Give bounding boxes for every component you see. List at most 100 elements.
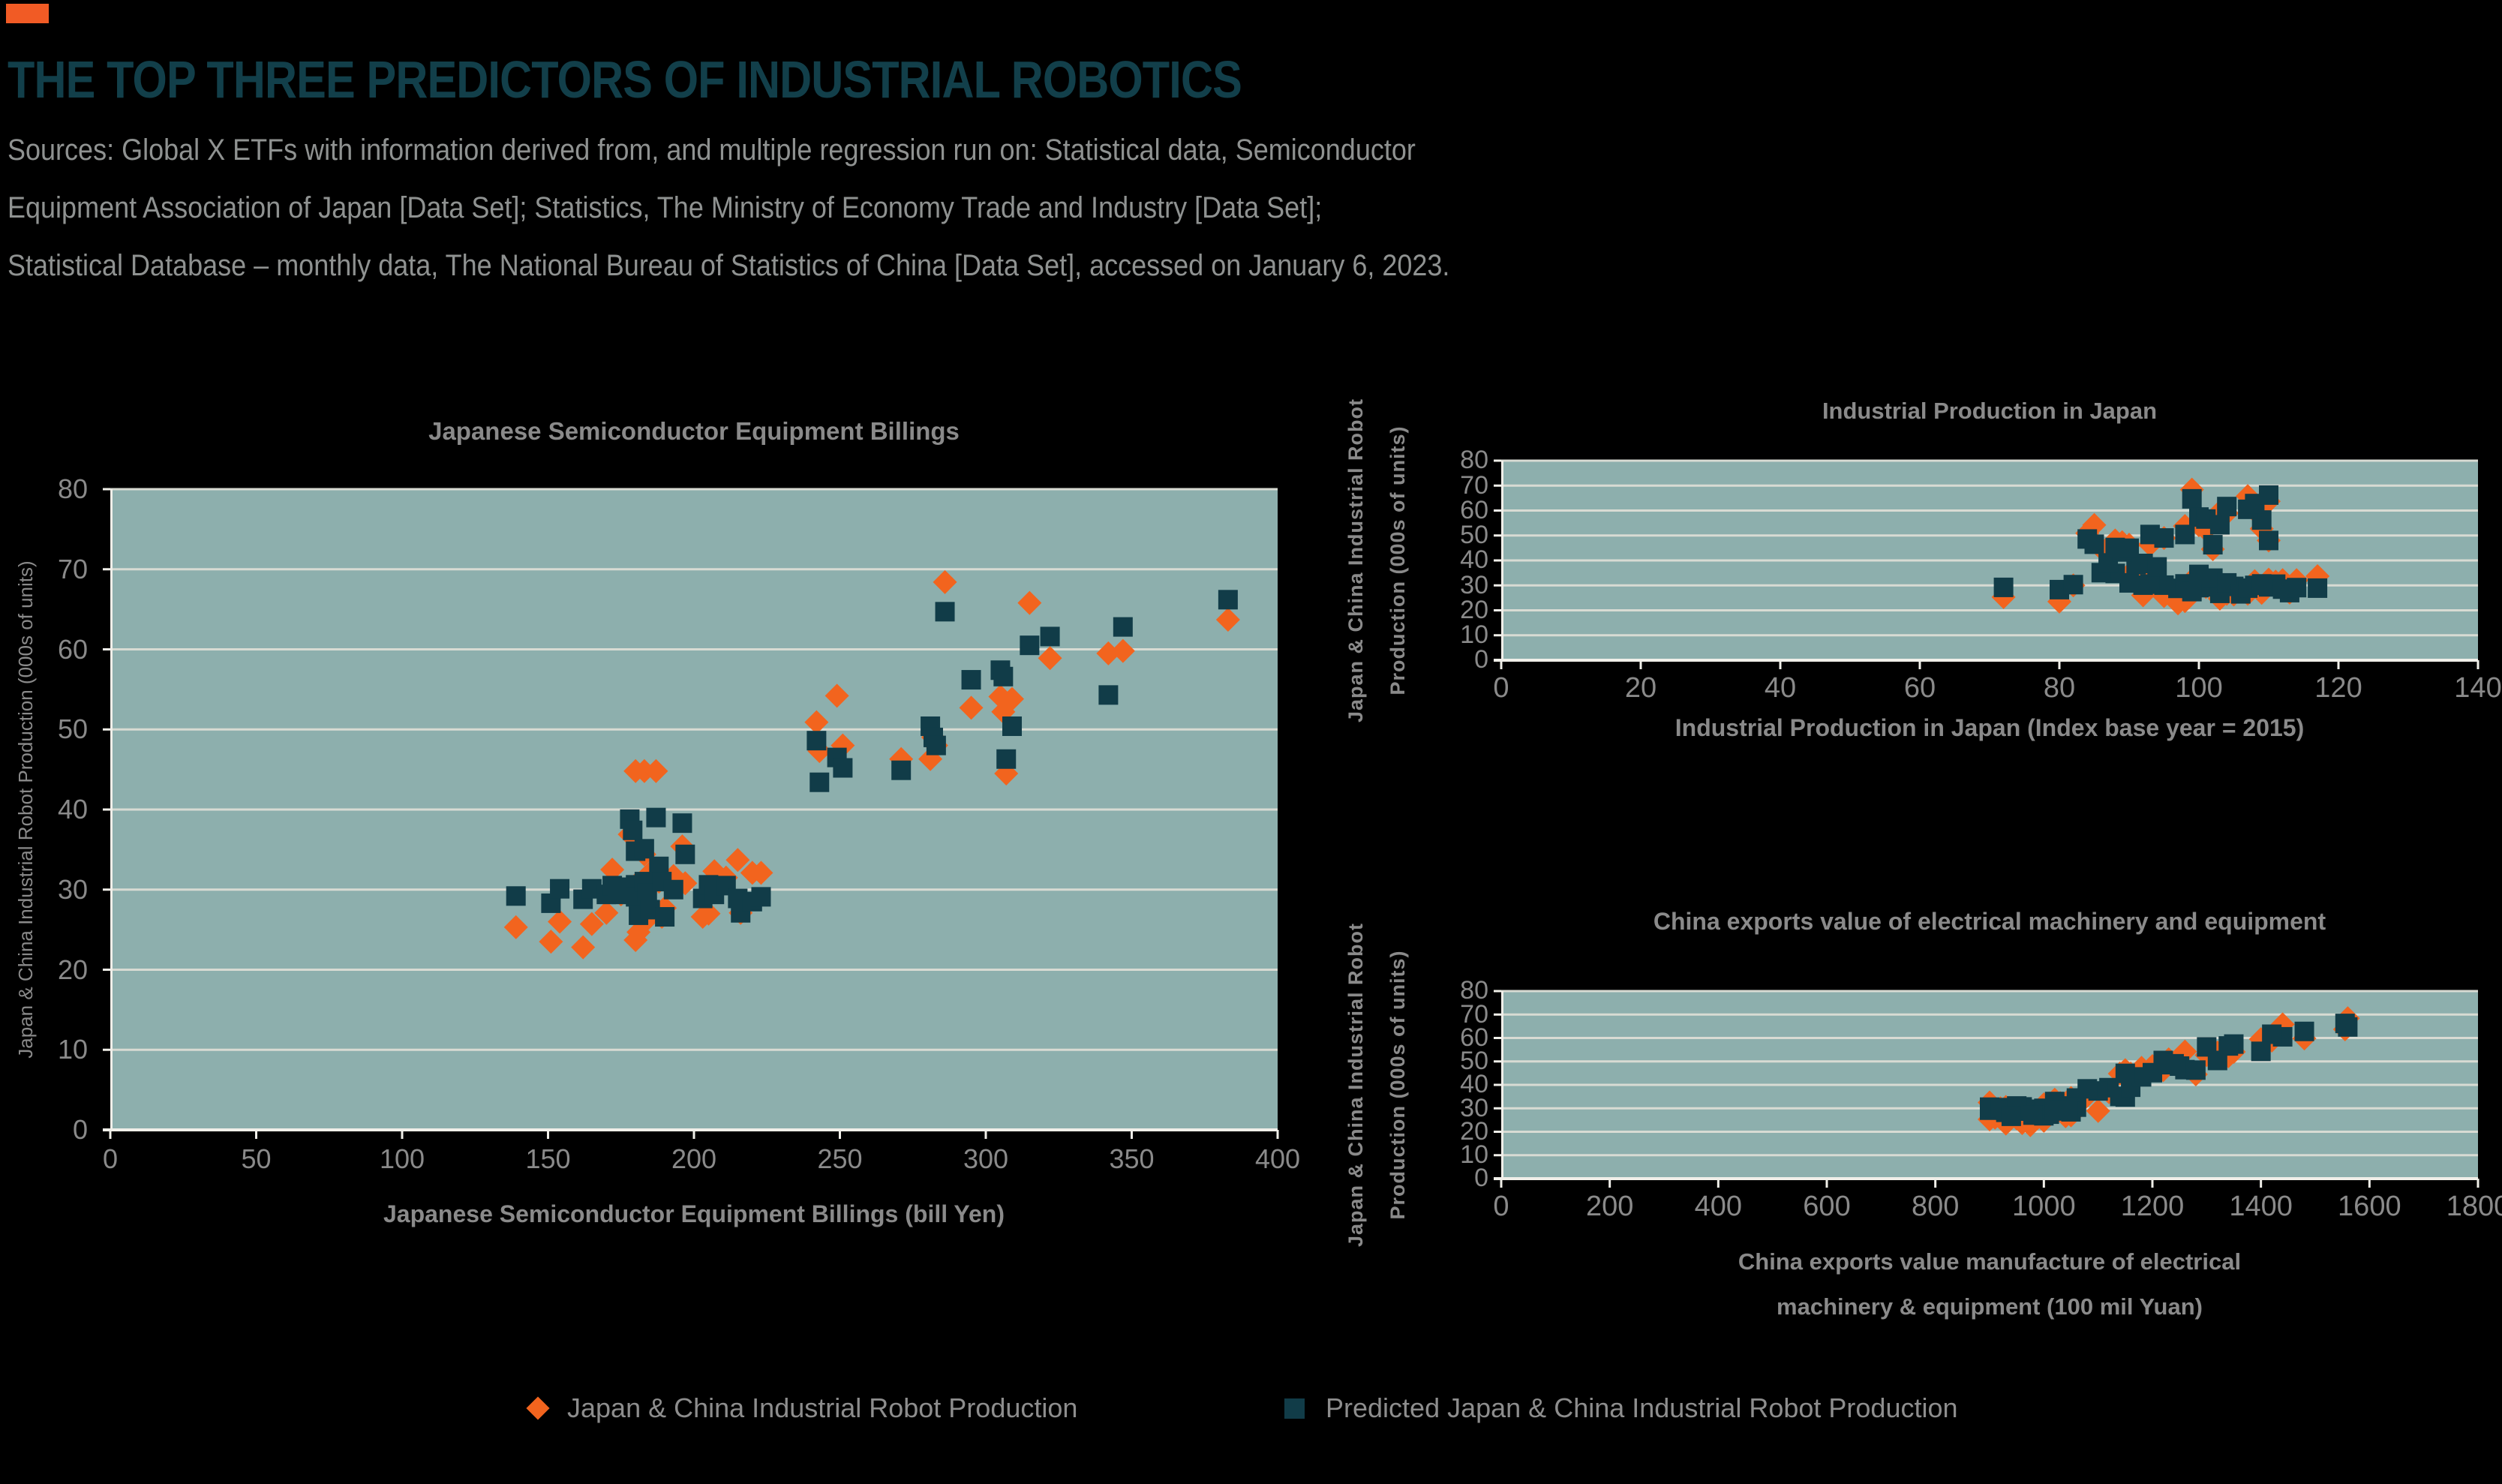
data-point-predicted: [2217, 497, 2237, 517]
data-point-predicted: [2084, 534, 2104, 554]
data-point-actual: [594, 900, 619, 925]
data-point-predicted: [2147, 557, 2167, 577]
x-tick-label: 1600: [2338, 1191, 2401, 1222]
data-point-predicted: [1002, 716, 1023, 736]
chart-billings-title: Japanese Semiconductor Equipment Billing…: [428, 417, 960, 445]
plot-billings-svg: [103, 488, 1279, 1139]
y-tick-label: 20: [57, 954, 88, 985]
data-point-actual: [503, 915, 528, 939]
y-tick-label: 0: [72, 1114, 88, 1146]
data-point-actual: [933, 569, 957, 594]
y-tick-label: 70: [1460, 470, 1488, 500]
y-tick-label: 0: [1474, 1164, 1488, 1193]
data-point-actual: [548, 909, 572, 934]
x-tick-label: 0: [102, 1143, 119, 1174]
data-point-predicted: [634, 839, 654, 859]
data-point-predicted: [2170, 1056, 2190, 1076]
data-point-actual: [1000, 686, 1025, 711]
data-point-predicted: [2023, 1105, 2043, 1125]
data-point-predicted: [1020, 635, 1040, 656]
y-tick-label: 80: [1460, 446, 1488, 475]
chart-china-exports-title: China exports value of electrical machin…: [1653, 908, 2326, 935]
data-point-predicted: [2182, 581, 2202, 602]
data-point-predicted: [2185, 1060, 2206, 1080]
data-point-predicted: [1993, 577, 2014, 597]
data-point-predicted: [2209, 515, 2230, 535]
x-tick-label: 20: [1624, 672, 1657, 704]
data-point-actual: [1038, 646, 1062, 671]
data-point-predicted: [2259, 485, 2278, 505]
data-point-predicted: [2154, 528, 2174, 548]
data-point-actual: [539, 930, 563, 954]
y-tick-label: 30: [1460, 570, 1488, 599]
data-point-predicted: [2203, 535, 2223, 555]
data-point-actual: [725, 848, 750, 873]
data-point-predicted: [961, 670, 981, 690]
legend-item-actual: Japan & China Industrial Robot Productio…: [526, 1392, 1077, 1425]
y-tick-label: 60: [57, 633, 88, 665]
x-tick-label: 100: [379, 1143, 425, 1174]
x-tick-label: 1800: [2446, 1191, 2502, 1222]
y-tick-label: 20: [1460, 1116, 1488, 1146]
x-tick-label: 100: [2175, 672, 2223, 704]
x-tick-label: 40: [1764, 672, 1797, 704]
sources-line-2: Equipment Association of Japan [Data Set…: [8, 191, 1323, 224]
data-point-predicted: [646, 807, 666, 828]
y-tick-label: 60: [1460, 1023, 1488, 1052]
data-point-actual: [959, 695, 984, 720]
data-point-predicted: [2063, 575, 2083, 595]
data-point-predicted: [2287, 578, 2307, 598]
data-point-predicted: [1113, 617, 1133, 637]
y-tick-label: 80: [1460, 976, 1488, 1005]
data-point-actual: [988, 684, 1013, 709]
data-point-predicted: [833, 758, 853, 778]
x-tick-label: 400: [1254, 1143, 1301, 1174]
sources-line-1: Sources: Global X ETFs with information …: [8, 134, 1416, 167]
chart-china-exports-x-axis-label: China exports value manufacture of elect…: [1738, 1248, 2242, 1320]
data-point-actual: [2173, 1039, 2197, 1064]
data-point-actual: [889, 747, 914, 771]
data-point-predicted: [675, 844, 695, 864]
data-point-predicted: [550, 879, 570, 899]
y-tick-label: 60: [1460, 495, 1488, 524]
data-point-actual: [2152, 584, 2176, 608]
data-point-predicted: [2119, 538, 2139, 558]
y-tick-label: 70: [1460, 999, 1488, 1029]
data-point-actual: [1215, 608, 1240, 632]
data-point-predicted: [2175, 524, 2195, 545]
x-tick-label: 200: [671, 1143, 717, 1174]
y-tick-label: 10: [57, 1034, 88, 1065]
chart-china-exports-y-axis-label: Japan & China Industrial Robot Productio…: [1344, 922, 1409, 1248]
data-point-predicted: [809, 772, 830, 792]
data-point-actual: [2047, 589, 2071, 614]
data-point-predicted: [2308, 578, 2328, 598]
x-tick-label: 800: [1911, 1191, 1960, 1222]
y-tick-label: 50: [57, 713, 88, 745]
data-point-predicted: [2001, 1106, 2021, 1126]
data-point-actual: [579, 912, 604, 936]
y-tick-label: 50: [1460, 1047, 1488, 1076]
data-point-actual: [600, 858, 625, 882]
y-tick-label: 30: [57, 873, 88, 905]
x-tick-label: 80: [2043, 672, 2076, 704]
data-point-actual: [2082, 512, 2107, 537]
chart-ip-japan-x-axis-label: Industrial Production in Japan (Index ba…: [1675, 714, 2305, 741]
plot-china_exports-svg: [1494, 990, 2479, 1188]
data-point-predicted: [2262, 1024, 2282, 1044]
data-point-predicted: [2119, 572, 2139, 593]
data-point-predicted: [926, 735, 946, 756]
page-title: THE TOP THREE PREDICTORS OF INDUSTRIAL R…: [8, 50, 1242, 109]
data-point-predicted: [2189, 564, 2209, 584]
data-point-actual: [644, 759, 668, 783]
y-tick-label: 10: [1460, 620, 1488, 650]
data-point-actual: [1017, 590, 1042, 615]
y-tick-label: 50: [1460, 521, 1488, 550]
legend-label-predicted: Predicted Japan & China Industrial Robot…: [1326, 1392, 1958, 1423]
x-tick-label: 350: [1109, 1143, 1155, 1174]
plot-ip_japan-svg: [1494, 459, 2479, 669]
x-tick-label: 600: [1803, 1191, 1851, 1222]
data-point-actual: [1110, 638, 1135, 663]
x-tick-label: 0: [1493, 672, 1509, 704]
data-point-predicted: [806, 731, 827, 751]
data-point-actual: [749, 861, 773, 885]
